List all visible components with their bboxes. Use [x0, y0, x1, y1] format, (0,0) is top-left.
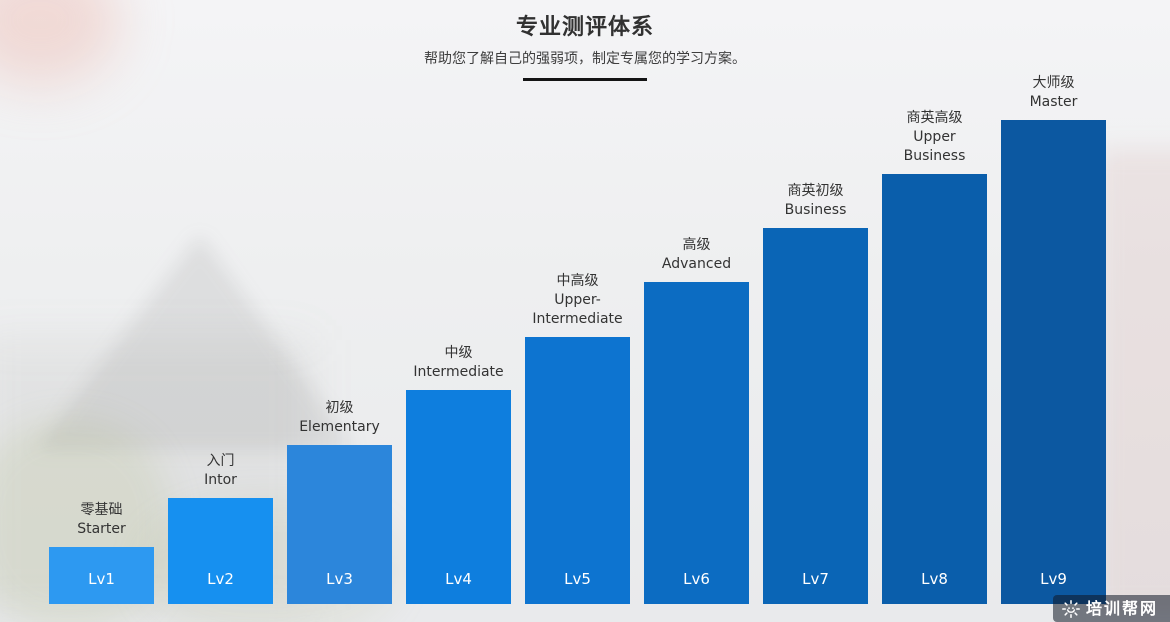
bar-lv9: 大师级 Master Lv9 — [1001, 75, 1106, 604]
bar-name-label-lv4: 中级 Intermediate — [413, 345, 504, 380]
bar-level-label-lv4: Lv4 — [445, 570, 472, 588]
bar-level-label-lv5: Lv5 — [564, 570, 591, 588]
bar-name-label-lv8: 商英高级 Upper Business — [903, 110, 966, 164]
sun-smiley-icon — [1062, 599, 1080, 618]
bar-lv8: 商英高级 Upper Business Lv8 — [882, 110, 987, 604]
bar-name-label-lv3: 初级 Elementary — [299, 400, 380, 435]
bar-level-label-lv6: Lv6 — [683, 570, 710, 588]
bar-name-label-lv6: 高级 Advanced — [661, 237, 732, 272]
bar-name-label-lv1: 零基础 Starter — [77, 502, 126, 537]
bar-name-label-lv7: 商英初级 Business — [784, 183, 847, 218]
bar-lv2: 入门 Intor Lv2 — [168, 453, 273, 604]
bar-lv6: 高级 Advanced Lv6 — [644, 237, 749, 604]
bar-level-label-lv7: Lv7 — [802, 570, 829, 588]
bar-lv4: 中级 Intermediate Lv4 — [406, 345, 511, 604]
bar-lv7: 商英初级 Business Lv7 — [763, 183, 868, 604]
bar-name-label-lv9: 大师级 Master — [1029, 75, 1078, 110]
bar-name-label-lv2: 入门 Intor — [204, 453, 237, 488]
bar-level-label-lv9: Lv9 — [1040, 570, 1067, 588]
bar-level-label-lv2: Lv2 — [207, 570, 234, 588]
watermark-text: 培训帮网 — [1085, 598, 1158, 618]
site-watermark: 培训帮网 — [1052, 595, 1170, 622]
bar-lv3: 初级 Elementary Lv3 — [287, 400, 392, 604]
bar-lv5: 中高级 Upper- Intermediate Lv5 — [525, 273, 630, 604]
page-subtitle: 帮助您了解自己的强弱项，制定专属您的学习方案。 — [424, 51, 746, 67]
bar-name-label-lv5: 中高级 Upper- Intermediate — [532, 273, 623, 327]
page-title: 专业测评体系 — [515, 15, 654, 40]
bar-lv1: 零基础 Starter Lv1 — [49, 502, 154, 604]
section-header: 专业测评体系 帮助您了解自己的强弱项，制定专属您的学习方案。 — [0, 0, 1170, 81]
title-underline — [523, 78, 647, 81]
bar-level-label-lv8: Lv8 — [921, 570, 948, 588]
bar-level-label-lv3: Lv3 — [326, 570, 353, 588]
bar-level-label-lv1: Lv1 — [88, 570, 115, 588]
